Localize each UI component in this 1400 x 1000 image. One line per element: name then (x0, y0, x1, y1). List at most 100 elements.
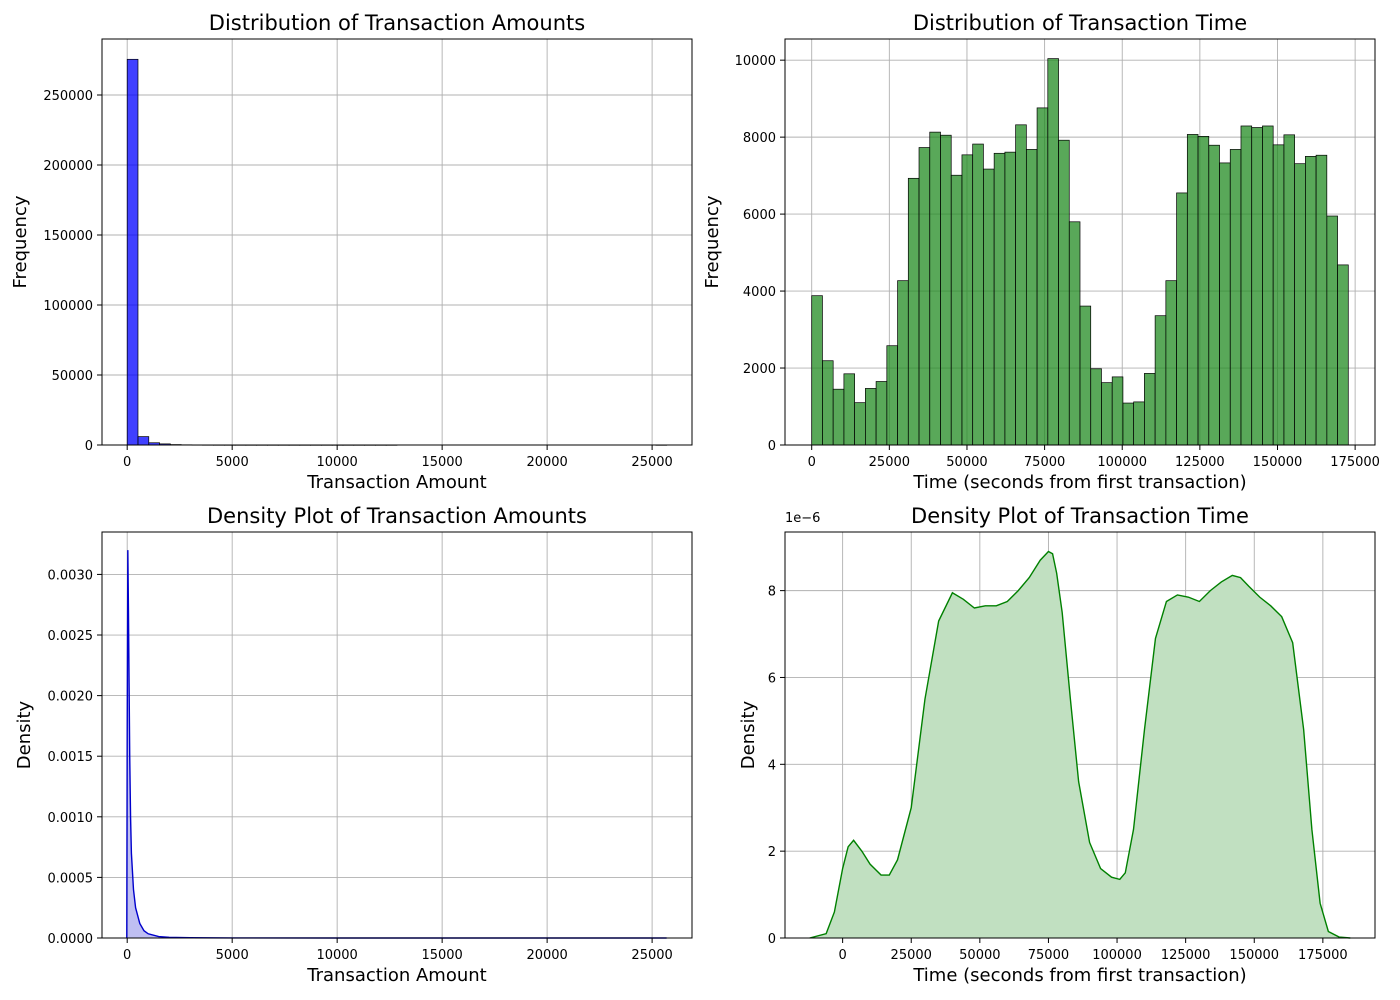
histogram-bar (1101, 382, 1113, 446)
histogram-bar (1219, 162, 1231, 446)
x-tick-label: 25000 (631, 455, 672, 470)
histogram-bar (1004, 151, 1016, 446)
y-tick-label: 2000 (743, 362, 776, 377)
histogram-bar (961, 154, 974, 446)
y-axis-label: Density (14, 700, 35, 769)
y-tick-label: 0.0030 (48, 568, 94, 583)
y-tick-label: 4000 (743, 285, 776, 300)
x-tick-label: 15000 (421, 455, 462, 470)
histogram-bar (1079, 305, 1092, 446)
histogram-bar (126, 58, 139, 446)
x-tick-label: 175000 (1298, 948, 1348, 963)
x-tick-label: 0 (838, 948, 846, 963)
histogram-bar (1025, 149, 1038, 446)
y-tick-label: 50000 (52, 369, 93, 384)
histogram-bar (993, 152, 1006, 446)
y-tick-label: 200000 (43, 159, 93, 174)
chart-title: Distribution of Transaction Time (913, 11, 1247, 35)
histogram-bar (1272, 144, 1285, 446)
x-axis-label: Time (seconds from first transaction) (912, 472, 1246, 493)
y-tick-label: 6000 (743, 208, 776, 223)
histogram-bar (1208, 144, 1220, 446)
y-tick-label: 8 (768, 585, 776, 600)
histogram-bar (1068, 221, 1081, 446)
y-tick-label: 0.0000 (48, 932, 94, 947)
density-line (809, 550, 1351, 939)
x-tick-label: 75000 (1028, 948, 1069, 963)
histogram-bar (950, 174, 963, 446)
chart-title: Density Plot of Transaction Amounts (207, 504, 587, 528)
y-axis-label: Frequency (702, 195, 723, 288)
y-tick-label: 0.0005 (48, 871, 94, 886)
histogram-bar (1305, 156, 1317, 446)
y-tick-label: 0.0020 (48, 690, 94, 705)
histogram-bar (1111, 376, 1124, 446)
x-tick-label: 100000 (1097, 455, 1147, 470)
histogram-bar (1337, 264, 1349, 446)
y-tick-label: 8000 (743, 131, 776, 146)
x-tick-label: 0 (123, 948, 131, 963)
histogram-bar (897, 280, 909, 446)
y-tick-label: 10000 (735, 54, 776, 69)
histogram-bar (875, 381, 888, 446)
histogram-bar (907, 177, 920, 446)
chart-panel-2: 0 25000 50000 75000 100000 125000 150000 175000… (702, 11, 1380, 493)
y-tick-label: 0 (768, 439, 776, 454)
chart-panel-4: 0 25000 50000 75000 100000 125000 150000 175000… (738, 504, 1376, 986)
histogram-bar (983, 168, 995, 446)
y-axis-label: Density (738, 700, 759, 769)
histogram-bar (832, 388, 845, 446)
y-tick-label: 100000 (43, 299, 93, 314)
x-tick-label: 5000 (216, 455, 249, 470)
histogram-bar (1133, 401, 1145, 446)
x-tick-label: 50000 (959, 948, 1000, 963)
chart-title: Density Plot of Transaction Time (911, 504, 1249, 528)
density-line (126, 550, 667, 939)
y-axis-label: Frequency (10, 195, 31, 288)
histogram-bar (940, 134, 952, 446)
histogram-bar (1144, 373, 1156, 446)
histogram-bar (1251, 127, 1263, 446)
histogram-bar (886, 345, 898, 446)
x-tick-label: 20000 (526, 455, 567, 470)
y-tick-label: 0.0010 (48, 811, 94, 826)
histogram-bar (1058, 139, 1070, 446)
x-tick-label: 125000 (1175, 455, 1225, 470)
x-axis-label: Time (seconds from first transaction) (912, 965, 1246, 986)
histogram-bar (1186, 134, 1199, 446)
histogram-bar (1047, 58, 1059, 446)
density-area (809, 551, 1351, 938)
histogram-bar (1229, 149, 1242, 446)
histogram-bar (1315, 154, 1328, 446)
histogram-bar (1090, 368, 1102, 446)
chart-title: Distribution of Transaction Amounts (209, 11, 585, 35)
x-tick-label: 20000 (526, 948, 567, 963)
histogram-bar (1240, 125, 1253, 446)
x-tick-label: 10000 (316, 948, 357, 963)
histogram-bar (854, 402, 866, 446)
x-tick-label: 0 (808, 455, 816, 470)
y-tick-label: 0 (768, 932, 776, 947)
x-tick-label: 175000 (1330, 455, 1380, 470)
histogram-bar (918, 147, 931, 446)
y-tick-label: 250000 (43, 89, 93, 104)
y-tick-label: 6 (768, 671, 776, 686)
histogram-bar (929, 131, 941, 446)
y-tick-label: 150000 (43, 229, 93, 244)
x-axis-label: Transaction Amount (306, 472, 486, 493)
y-tick-label: 0.0015 (48, 750, 94, 765)
x-tick-label: 0 (123, 455, 131, 470)
x-tick-label: 5000 (216, 948, 249, 963)
x-axis-label: Transaction Amount (306, 965, 486, 986)
x-tick-label: 100000 (1092, 948, 1142, 963)
x-tick-label: 125000 (1161, 948, 1211, 963)
x-tick-label: 15000 (421, 948, 462, 963)
axes-frame (784, 38, 1376, 446)
chart-panel-1: 0 5000 10000 15000 20000 25000050000100000150… (10, 11, 693, 493)
axes-frame (101, 531, 693, 939)
histogram-bar (1122, 402, 1135, 446)
y-scale-label: 1e−6 (785, 511, 820, 526)
histogram-bar (811, 295, 823, 446)
axes-frame (101, 38, 693, 446)
